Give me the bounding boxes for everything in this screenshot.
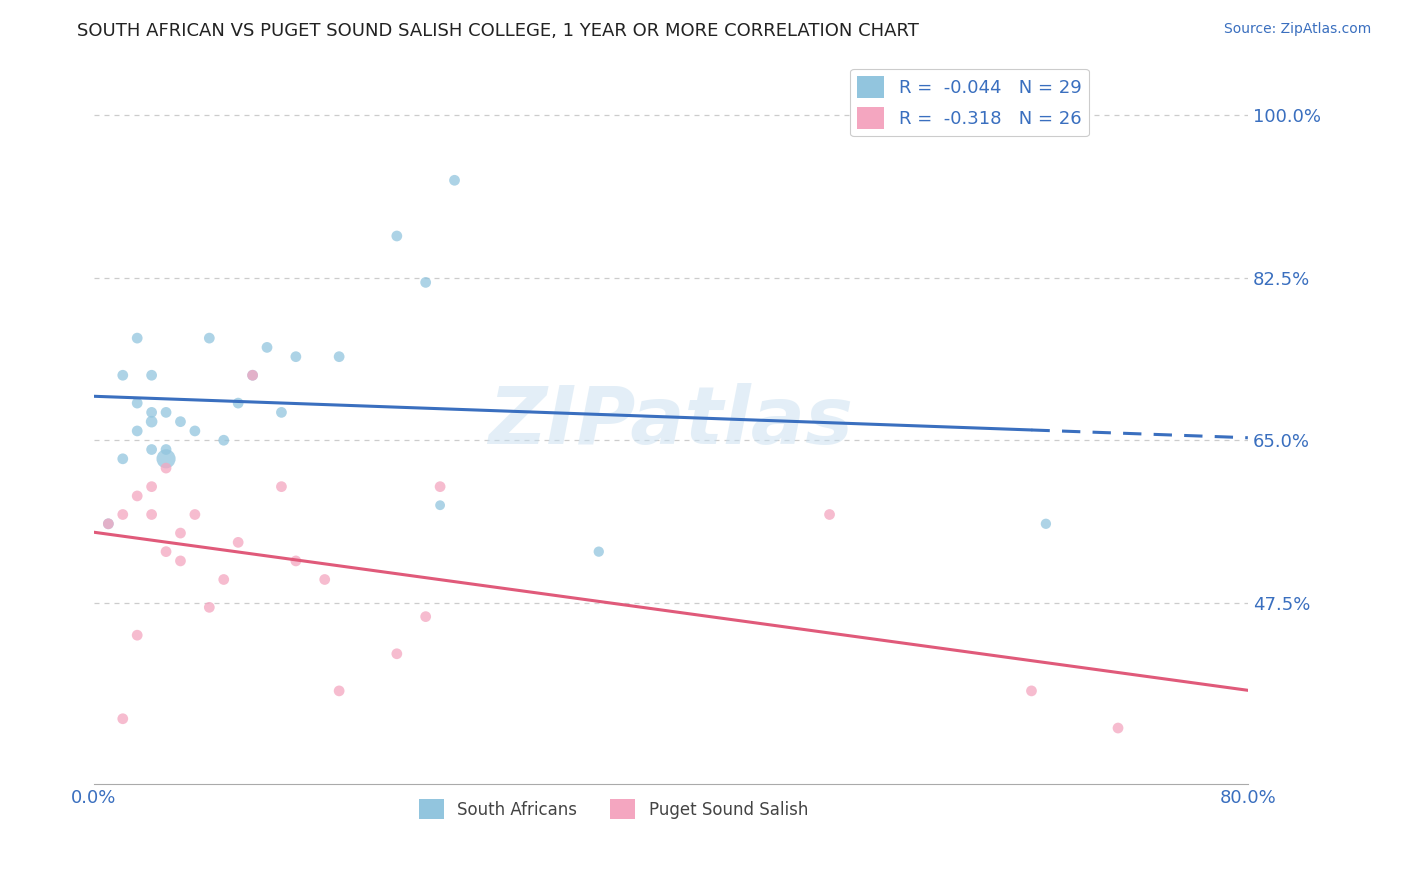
- Point: [111, 368, 134, 383]
- Point: [198, 331, 221, 345]
- Text: Source: ZipAtlas.com: Source: ZipAtlas.com: [1223, 22, 1371, 37]
- Point: [429, 480, 451, 494]
- Point: [314, 573, 336, 587]
- Point: [284, 554, 307, 568]
- Point: [1021, 684, 1043, 698]
- Point: [270, 480, 292, 494]
- Point: [328, 350, 350, 364]
- Point: [141, 508, 163, 522]
- Point: [141, 442, 163, 457]
- Point: [1035, 516, 1057, 531]
- Text: ZIPatlas: ZIPatlas: [488, 383, 853, 460]
- Point: [141, 415, 163, 429]
- Point: [155, 405, 177, 419]
- Point: [111, 712, 134, 726]
- Point: [212, 573, 235, 587]
- Point: [169, 526, 191, 541]
- Point: [198, 600, 221, 615]
- Point: [443, 173, 465, 187]
- Text: SOUTH AFRICAN VS PUGET SOUND SALISH COLLEGE, 1 YEAR OR MORE CORRELATION CHART: SOUTH AFRICAN VS PUGET SOUND SALISH COLL…: [77, 22, 920, 40]
- Point: [1107, 721, 1129, 735]
- Point: [588, 544, 610, 558]
- Point: [127, 489, 149, 503]
- Point: [141, 368, 163, 383]
- Point: [141, 405, 163, 419]
- Point: [155, 451, 177, 466]
- Point: [242, 368, 264, 383]
- Point: [226, 396, 249, 410]
- Point: [256, 340, 278, 354]
- Point: [226, 535, 249, 549]
- Point: [415, 276, 437, 290]
- Point: [169, 554, 191, 568]
- Point: [328, 684, 350, 698]
- Point: [270, 405, 292, 419]
- Point: [385, 229, 408, 244]
- Point: [169, 415, 191, 429]
- Point: [97, 516, 120, 531]
- Point: [155, 544, 177, 558]
- Point: [141, 480, 163, 494]
- Point: [818, 508, 841, 522]
- Point: [385, 647, 408, 661]
- Point: [127, 628, 149, 642]
- Point: [184, 508, 207, 522]
- Point: [127, 331, 149, 345]
- Legend: South Africans, Puget Sound Salish: South Africans, Puget Sound Salish: [412, 792, 814, 826]
- Point: [284, 350, 307, 364]
- Point: [212, 434, 235, 448]
- Point: [415, 609, 437, 624]
- Point: [127, 396, 149, 410]
- Point: [184, 424, 207, 438]
- Point: [111, 508, 134, 522]
- Point: [242, 368, 264, 383]
- Point: [155, 461, 177, 475]
- Point: [111, 451, 134, 466]
- Point: [429, 498, 451, 512]
- Point: [127, 424, 149, 438]
- Point: [155, 442, 177, 457]
- Point: [97, 516, 120, 531]
